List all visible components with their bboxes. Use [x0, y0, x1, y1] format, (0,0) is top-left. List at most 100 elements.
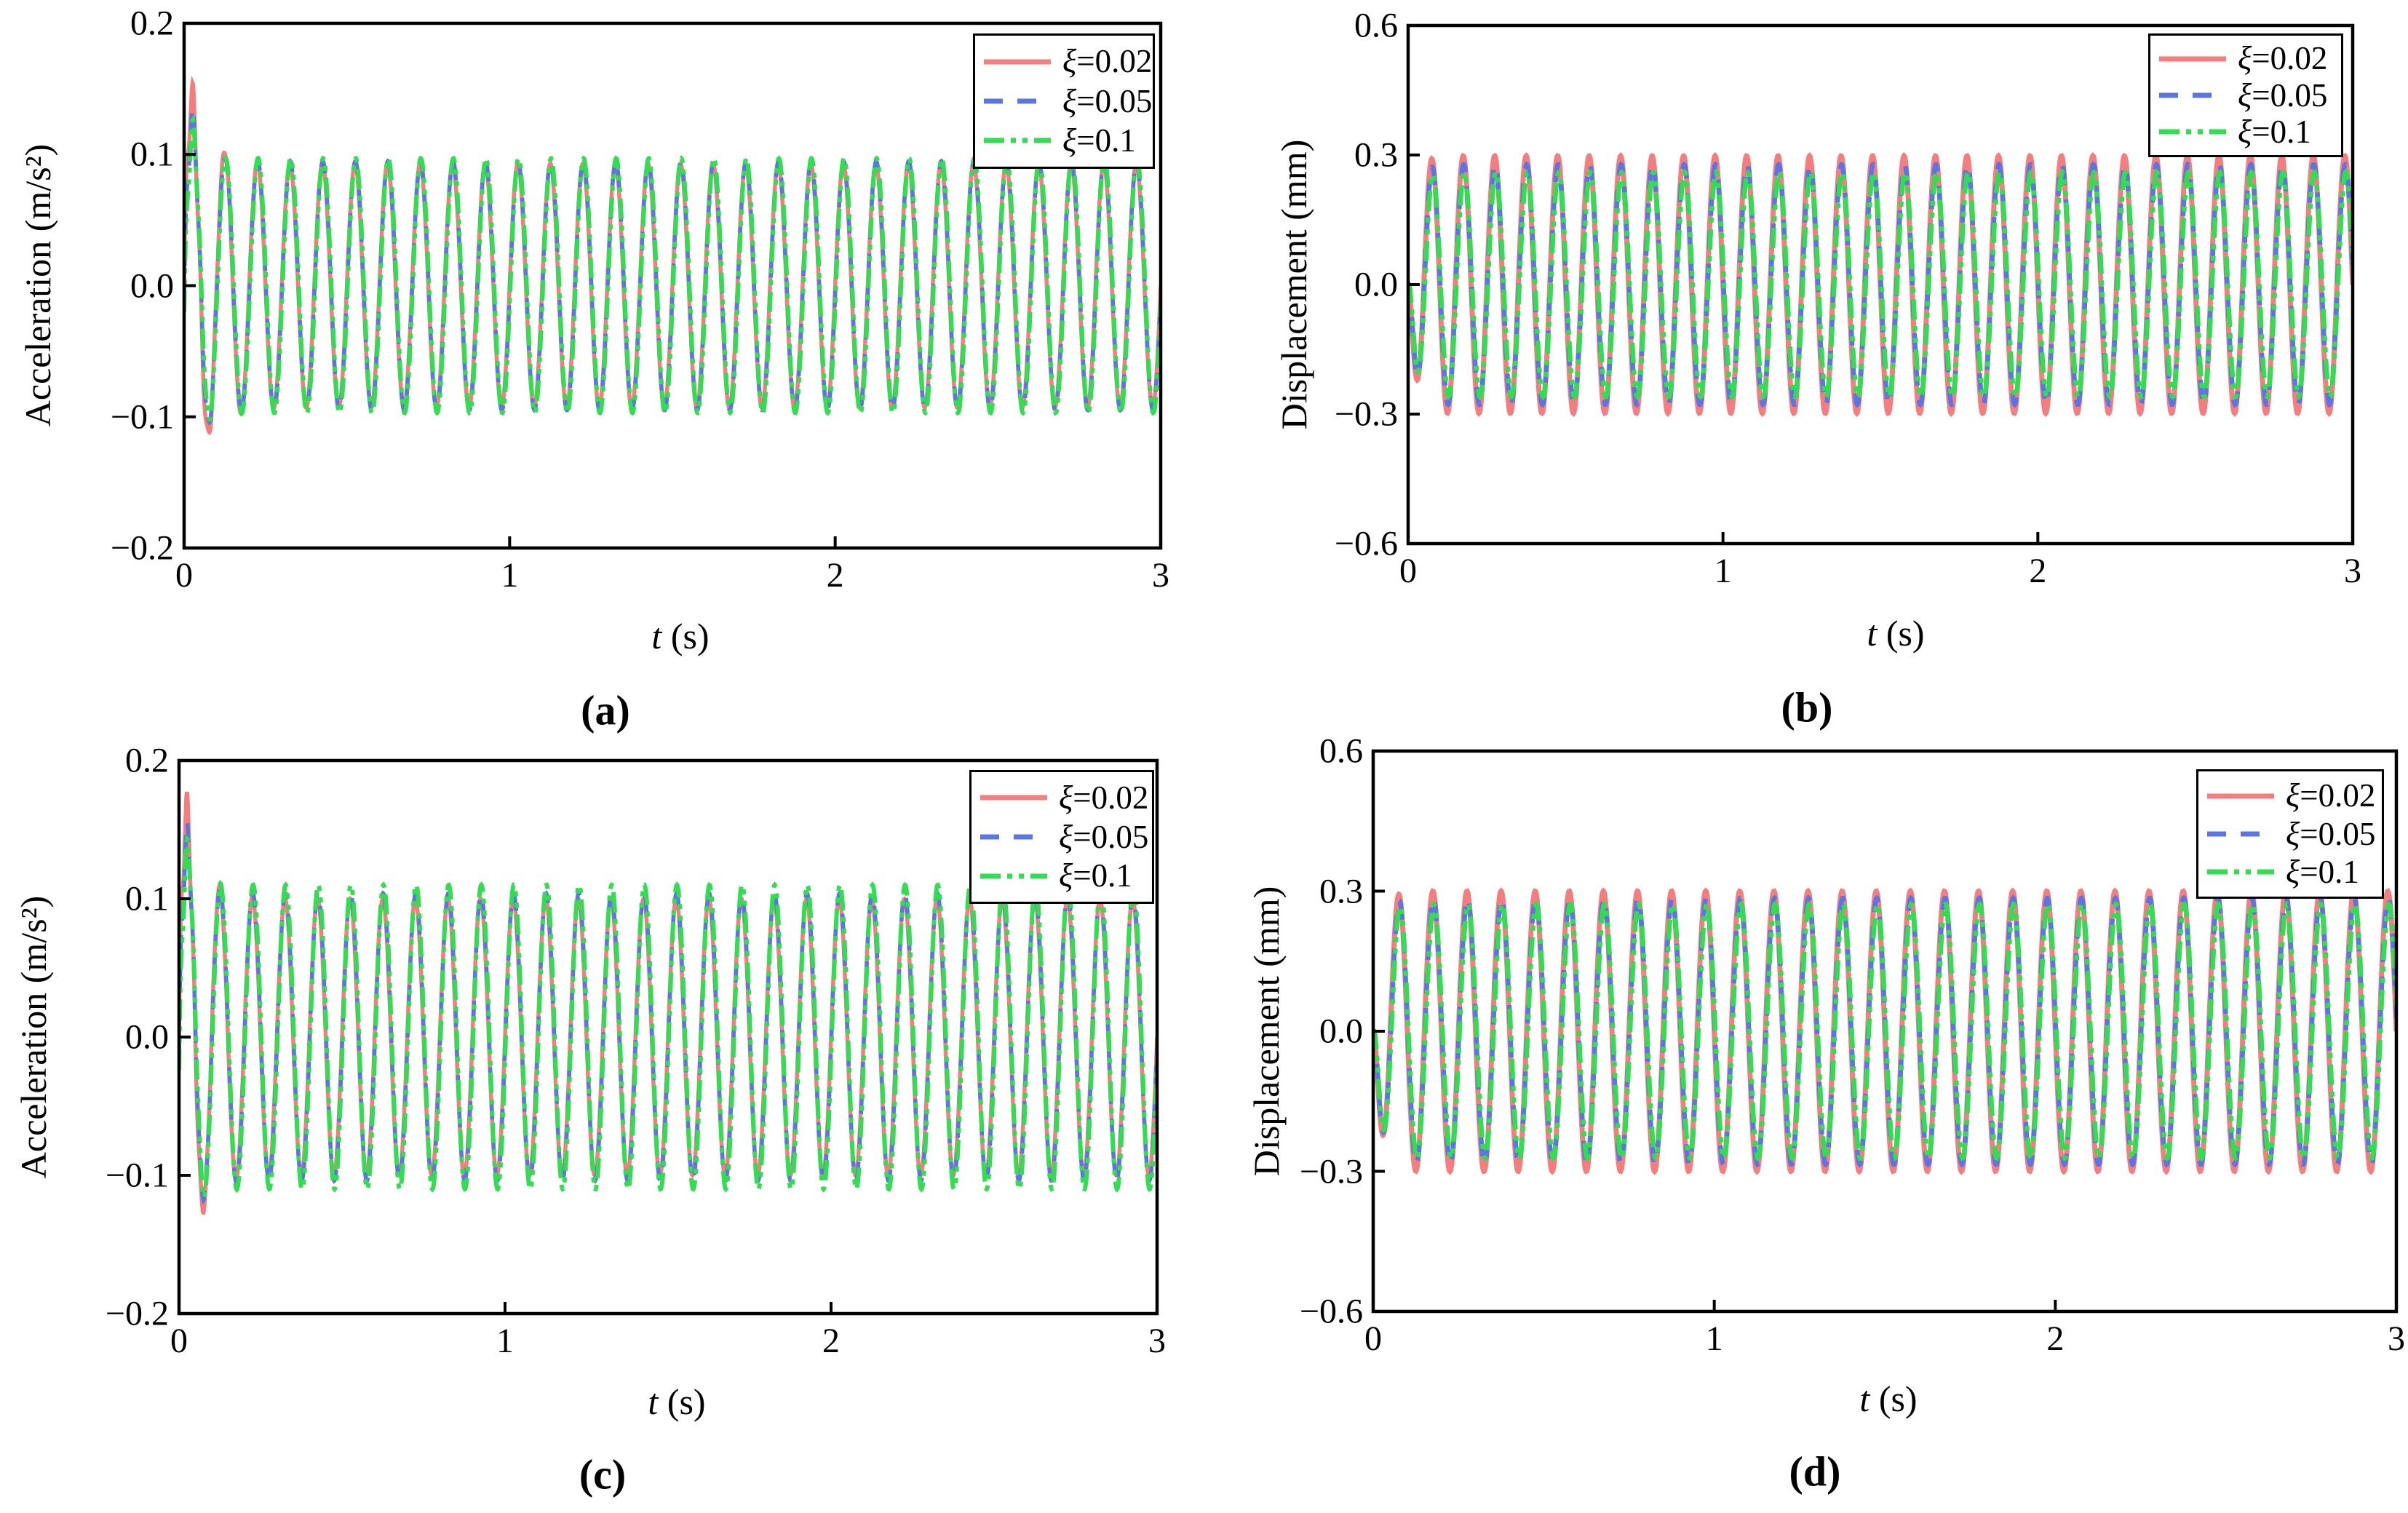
legend-line-sample [984, 59, 1051, 65]
legend-entry: ξ=0.02 [982, 45, 1152, 78]
plot-area-b [1408, 152, 2353, 417]
legend-label-value: =0.1 [2252, 113, 2311, 150]
legend-line-sample [2159, 56, 2226, 62]
legend-label-value: =0.02 [1073, 779, 1149, 816]
series-line-xi=0.1 [1373, 901, 2396, 1161]
legend-label-symbol: ξ [1062, 43, 1077, 80]
legend-d: ξ=0.02 ξ=0.05 ξ=0.1 [2196, 769, 2384, 899]
legend-label-symbol: ξ [2238, 113, 2252, 150]
legend-label-symbol: ξ [2238, 40, 2252, 77]
legend-entry: ξ=0.05 [2206, 815, 2376, 852]
x-tick-label: 0 [170, 1322, 188, 1360]
legend-label: ξ=0.05 [1059, 818, 1149, 855]
legend-label-symbol: ξ [2286, 777, 2300, 814]
y-tick-label: −0.2 [110, 528, 174, 568]
x-axis-label-d: t (s) [1859, 1378, 1917, 1420]
legend-a: ξ=0.02 ξ=0.05 ξ=0.1 [973, 33, 1155, 169]
y-tick-label: 0.1 [125, 879, 169, 918]
legend-line-sample [2207, 869, 2274, 875]
x-tick-label: 1 [496, 1322, 514, 1360]
legend-label-symbol: ξ [1059, 779, 1073, 816]
x-axis-var-d: t [1859, 1378, 1870, 1419]
x-axis-label-a: t (s) [651, 615, 709, 657]
y-axis-label-c: Acceleration (m/s²) [13, 895, 54, 1179]
y-tick-label: 0.2 [125, 741, 169, 780]
legend-label-symbol: ξ [2238, 76, 2252, 114]
legend-line-sample [980, 795, 1047, 801]
x-tick-label: 1 [1705, 1319, 1723, 1358]
x-axis-label-c: t (s) [648, 1381, 705, 1423]
x-tick-label: 3 [1148, 1322, 1166, 1360]
legend-entry: ξ=0.02 [2206, 779, 2375, 812]
legend-label-symbol: ξ [2286, 815, 2300, 852]
legend-entry: ξ=0.05 [2158, 79, 2334, 112]
x-tick-label: 1 [1714, 552, 1732, 590]
x-axis-unit-a: (s) [670, 616, 710, 656]
legend-label-symbol: ξ [1062, 122, 1077, 159]
legend-label: ξ=0.1 [2238, 113, 2311, 150]
legend-label: ξ=0.02 [1059, 779, 1149, 816]
legend-label-value: =0.05 [2300, 815, 2376, 852]
legend-line-sample [2207, 793, 2274, 799]
x-tick-label: 1 [501, 556, 519, 595]
x-tick-label: 3 [1152, 556, 1169, 595]
legend-entry: ξ=0.1 [2158, 113, 2334, 150]
legend-label: ξ=0.05 [1062, 82, 1153, 119]
x-tick-label: 3 [2388, 1319, 2405, 1358]
plot-area-c [179, 791, 1157, 1215]
x-axis-unit-c: (s) [667, 1381, 706, 1422]
legend-label: ξ=0.1 [2286, 853, 2359, 890]
legend-label-value: =0.1 [2300, 853, 2359, 890]
x-axis-var-c: t [648, 1381, 659, 1422]
x-tick-label: 0 [1399, 552, 1417, 590]
y-axis-label-a: Acceleration (m/s²) [17, 143, 58, 427]
y-tick-label: 0.6 [1354, 6, 1398, 45]
legend-entry: ξ=0.02 [2158, 42, 2334, 75]
x-tick-label: 0 [1364, 1319, 1382, 1358]
legend-entry: ξ=0.1 [982, 124, 1145, 157]
legend-label-value: =0.05 [2252, 76, 2328, 114]
legend-entry: ξ=0.1 [2206, 853, 2375, 890]
legend-entry: ξ=0.05 [979, 818, 1149, 855]
series-line-xi=0.1 [179, 834, 1157, 1202]
legend-label-symbol: ξ [1059, 818, 1073, 855]
y-tick-label: 0.0 [1354, 265, 1398, 304]
legend-label-symbol: ξ [1062, 82, 1077, 119]
legend-label-value: =0.02 [2252, 40, 2328, 77]
y-tick-label: 0.0 [125, 1017, 169, 1057]
legend-line-sample [2159, 92, 2226, 98]
legend-line-sample [2159, 129, 2226, 135]
x-axis-unit-b: (s) [1886, 613, 1925, 654]
y-tick-label: −0.6 [1299, 1292, 1363, 1331]
y-tick-label: −0.3 [1299, 1152, 1363, 1191]
x-tick-label: 2 [826, 556, 844, 595]
legend-label-value: =0.05 [1073, 818, 1149, 855]
series-line-xi=0.05 [179, 821, 1157, 1205]
x-tick-label: 0 [175, 556, 193, 595]
panel-caption-c: (c) [579, 1450, 627, 1498]
legend-label-value: =0.1 [1073, 857, 1132, 894]
legend-label: ξ=0.02 [1062, 45, 1152, 78]
y-tick-label: 0.0 [1319, 1012, 1363, 1051]
y-tick-label: −0.1 [105, 1156, 169, 1195]
legend-entry: ξ=0.02 [979, 779, 1149, 816]
legend-label: ξ=0.05 [2238, 79, 2327, 112]
panel-caption-b: (b) [1781, 683, 1833, 731]
legend-label-value: =0.1 [1076, 122, 1136, 159]
y-tick-label: −0.6 [1334, 524, 1398, 563]
legend-c: ξ=0.02 ξ=0.05 ξ=0.1 [969, 770, 1154, 904]
y-tick-label: 0.1 [130, 135, 174, 174]
legend-label: ξ=0.02 [2238, 42, 2327, 75]
y-axis-label-d: Displacement (mm) [1246, 886, 1287, 1177]
legend-line-sample [2207, 831, 2274, 837]
series-line-xi=0.1 [184, 114, 1161, 422]
x-axis-var-a: t [651, 616, 662, 656]
y-axis-label-b: Displacement (mm) [1273, 139, 1314, 430]
legend-b: ξ=0.02 ξ=0.05 ξ=0.1 [2148, 33, 2343, 157]
x-tick-label: 2 [2029, 552, 2047, 590]
legend-label-value: =0.05 [1076, 82, 1153, 119]
plot-area-a [184, 75, 1161, 436]
legend-label: ξ=0.05 [2286, 815, 2376, 852]
